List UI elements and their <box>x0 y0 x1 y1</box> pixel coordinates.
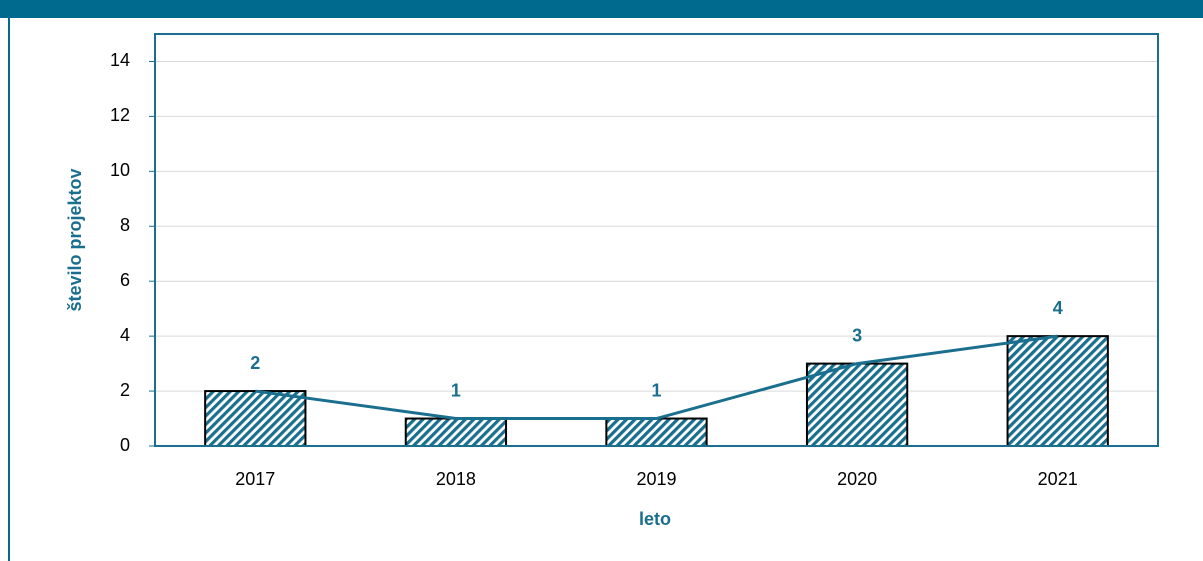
x-tick-label: 2018 <box>436 469 476 489</box>
y-tick-label: 6 <box>120 270 130 290</box>
x-tick-label: 2020 <box>837 469 877 489</box>
data-label: 3 <box>852 325 862 345</box>
bar <box>605 417 708 447</box>
y-axis-label: število projektov <box>65 168 85 311</box>
bar <box>805 362 909 448</box>
data-label: 4 <box>1053 298 1063 318</box>
x-tick-label: 2017 <box>235 469 275 489</box>
x-tick-label: 2019 <box>636 469 676 489</box>
data-label: 1 <box>651 380 661 400</box>
bar <box>204 390 307 448</box>
y-tick-label: 14 <box>110 50 130 70</box>
left-border <box>8 18 10 561</box>
y-tick-label: 8 <box>120 215 130 235</box>
y-tick-label: 4 <box>120 325 130 345</box>
header-band <box>0 0 1203 18</box>
bar <box>404 417 508 447</box>
x-tick-label: 2021 <box>1038 469 1078 489</box>
y-tick-label: 12 <box>110 105 130 125</box>
x-axis-label: leto <box>639 509 671 529</box>
bar <box>1006 335 1109 447</box>
data-label: 1 <box>451 380 461 400</box>
y-tick-label: 2 <box>120 380 130 400</box>
y-tick-label: 10 <box>110 160 130 180</box>
trend-line <box>255 334 1058 421</box>
data-label: 2 <box>250 353 260 373</box>
y-tick-label: 0 <box>120 435 130 455</box>
